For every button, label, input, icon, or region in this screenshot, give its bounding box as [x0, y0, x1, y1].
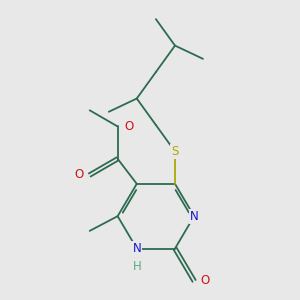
Text: O: O	[124, 120, 134, 133]
Text: N: N	[190, 210, 199, 223]
Text: S: S	[171, 145, 179, 158]
Text: O: O	[74, 169, 83, 182]
Text: O: O	[201, 274, 210, 287]
Text: H: H	[132, 260, 141, 273]
Text: N: N	[132, 242, 141, 255]
